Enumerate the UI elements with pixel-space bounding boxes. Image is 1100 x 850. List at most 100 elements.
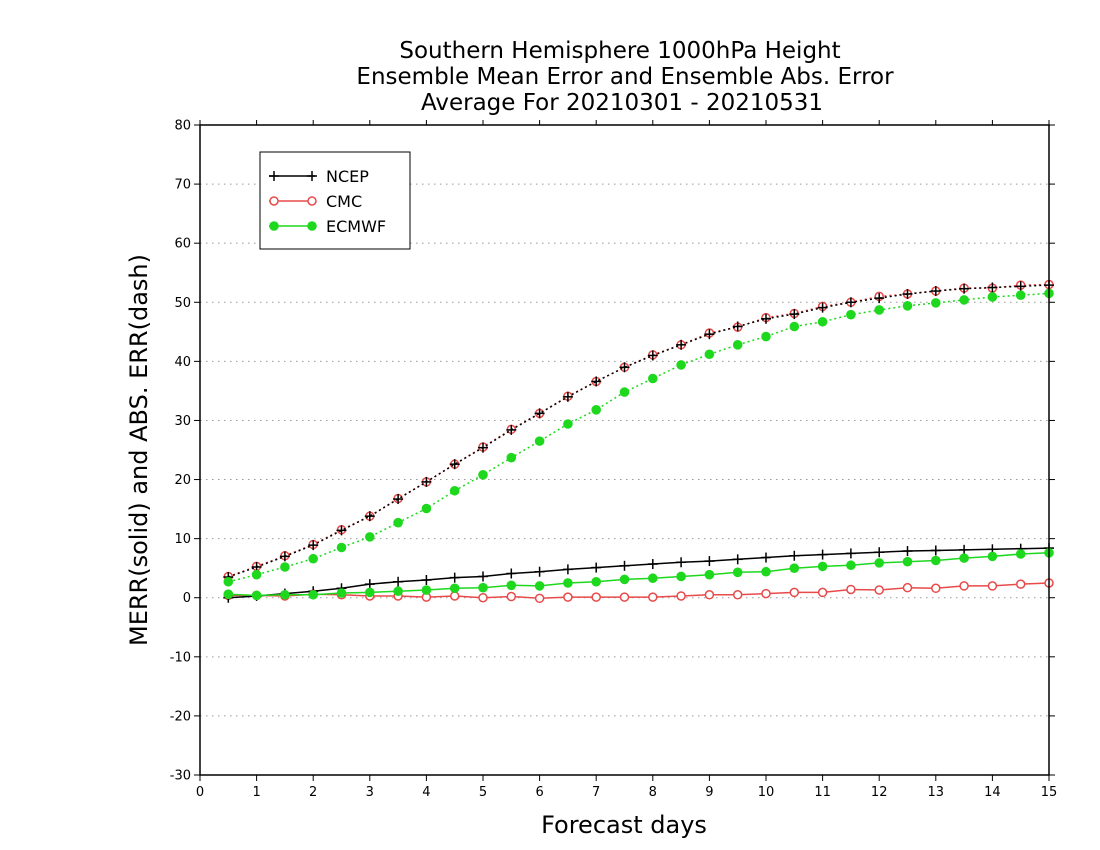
ecmwf-mean-error-point <box>449 583 460 594</box>
y-tick-label: -30 <box>170 769 191 784</box>
ecmwf-mean-error-point <box>931 555 941 566</box>
ecmwf-mean-error-point <box>365 587 375 598</box>
ecmwf-abs-error-point <box>280 562 290 572</box>
cmc-mean-error-point <box>506 591 517 602</box>
y-tick-label: -10 <box>170 650 191 665</box>
grid-layer <box>200 183 1049 717</box>
ecmwf-abs-error-point <box>676 360 686 370</box>
ncep-mean-error-point <box>930 545 941 556</box>
ncep-abs-error-point <box>364 511 375 522</box>
x-tick-label: 1 <box>252 785 260 800</box>
ecmwf-mean-error-point <box>308 589 319 600</box>
ecmwf-mean-error-point <box>676 571 686 582</box>
y-tick-label: 50 <box>174 296 191 311</box>
ecmwf-abs-error-point <box>534 436 545 446</box>
ncep-mean-error-point <box>449 572 460 583</box>
ecmwf-abs-error-point <box>591 405 601 415</box>
ecmwf-mean-error-point <box>280 589 290 600</box>
ecmwf-mean-error-point <box>846 560 856 571</box>
ecmwf-mean-error-point <box>761 566 771 577</box>
ncep-mean-error-point <box>591 562 602 573</box>
ncep-abs-error-point <box>959 283 970 294</box>
ecmwf-abs-error-point <box>648 373 658 384</box>
x-tick-label: 13 <box>928 785 945 800</box>
x-tick-label: 6 <box>535 785 543 800</box>
chart-title: Southern Hemisphere 1000hPa Height Ensem… <box>356 38 894 116</box>
ecmwf-abs-error-point <box>308 553 319 564</box>
cmc-mean-error-point <box>987 581 998 591</box>
ncep-abs-error-point <box>308 540 319 551</box>
ecmwf-abs-error-point <box>506 452 517 463</box>
ecmwf-abs-error-point <box>704 349 715 360</box>
x-tick-label: 3 <box>366 785 374 800</box>
ncep-abs-error-point <box>845 297 856 308</box>
cmc-mean-error-point <box>874 585 884 595</box>
ncep-mean-error-point <box>874 547 885 558</box>
legend-marker-cmc <box>269 196 279 206</box>
ecmwf-abs-error-point <box>619 387 630 397</box>
ecmwf-mean-error-point <box>591 576 601 587</box>
ecmwf-mean-error-point <box>648 573 658 584</box>
y-tick-label: 60 <box>174 237 191 252</box>
ecmwf-abs-error-point <box>874 305 884 315</box>
ecmwf-abs-error-point <box>563 419 573 429</box>
x-tick-label: 14 <box>984 785 1001 800</box>
ncep-abs-error-point <box>732 321 743 332</box>
ncep-mean-error-point <box>393 576 404 587</box>
ncep-abs-error-point <box>506 424 517 435</box>
ecmwf-abs-error-point <box>449 485 460 496</box>
ecmwf-mean-error-point <box>478 582 488 593</box>
legend-label-ecmwf: ECMWF <box>326 217 386 236</box>
ncep-mean-error-point <box>647 559 658 570</box>
y-axis: -30 -20 -10 0 10 20 30 40 50 60 70 80 <box>170 119 1055 784</box>
ncep-abs-error-point <box>534 408 545 419</box>
ecmwf-abs-error-point <box>902 301 913 311</box>
legend-marker-ecmwf <box>269 221 279 231</box>
ecmwf-mean-error-line <box>228 552 1050 597</box>
x-tick-label: 4 <box>422 785 430 800</box>
y-tick-label: 20 <box>174 473 191 488</box>
ncep-mean-error-point <box>761 552 771 563</box>
ncep-mean-error-point <box>421 575 432 585</box>
ecmwf-mean-error-point <box>534 581 545 591</box>
cmc-mean-error-point <box>959 581 969 591</box>
ncep-mean-error-point <box>506 568 517 579</box>
ecmwf-abs-error-point <box>223 576 234 587</box>
y-tick-label: 80 <box>174 119 191 134</box>
y-tick-label: 10 <box>174 532 191 547</box>
ncep-abs-error-point <box>676 339 687 350</box>
ncep-abs-error-point <box>421 476 432 487</box>
legend: NCEP CMC ECMWF <box>259 151 411 250</box>
legend-label-ncep: NCEP <box>326 167 369 186</box>
ncep-mean-error-point <box>562 564 573 575</box>
ecmwf-mean-error-point <box>619 574 630 585</box>
ncep-mean-error-point <box>789 550 800 561</box>
cmc-mean-error-point <box>534 593 545 604</box>
x-axis-label: Forecast days <box>541 811 707 839</box>
ecmwf-abs-error-point <box>1015 290 1026 300</box>
ecmwf-abs-error-point <box>365 532 375 542</box>
x-tick-label: 11 <box>814 785 831 800</box>
cmc-mean-error-point <box>704 590 715 600</box>
ecmwf-abs-error-point <box>251 569 262 580</box>
ecmwf-mean-error-point <box>251 590 262 601</box>
ncep-abs-error-point <box>761 313 771 324</box>
ncep-abs-error-point <box>336 525 347 536</box>
cmc-mean-error-point <box>563 592 573 602</box>
legend-marker-ncep <box>269 171 279 181</box>
x-tick-label: 7 <box>592 785 600 800</box>
ecmwf-abs-error-point <box>987 292 998 302</box>
cmc-mean-error-point <box>902 582 913 593</box>
ncep-mean-error-point <box>845 548 856 559</box>
ecmwf-mean-error-point <box>789 563 800 573</box>
legend-label-cmc: CMC <box>326 192 362 211</box>
ecmwf-abs-error-point <box>478 470 488 480</box>
ecmwf-mean-error-point <box>1015 549 1026 559</box>
ncep-abs-error-point <box>562 391 573 402</box>
ncep-mean-error-point <box>902 546 913 557</box>
cmc-mean-error-point <box>789 587 800 598</box>
y-tick-label: 70 <box>174 178 191 193</box>
cmc-mean-error-point <box>817 587 828 598</box>
ncep-abs-error-point <box>591 376 602 387</box>
chart-title-line-2: Ensemble Mean Error and Ensemble Abs. Er… <box>356 64 894 90</box>
